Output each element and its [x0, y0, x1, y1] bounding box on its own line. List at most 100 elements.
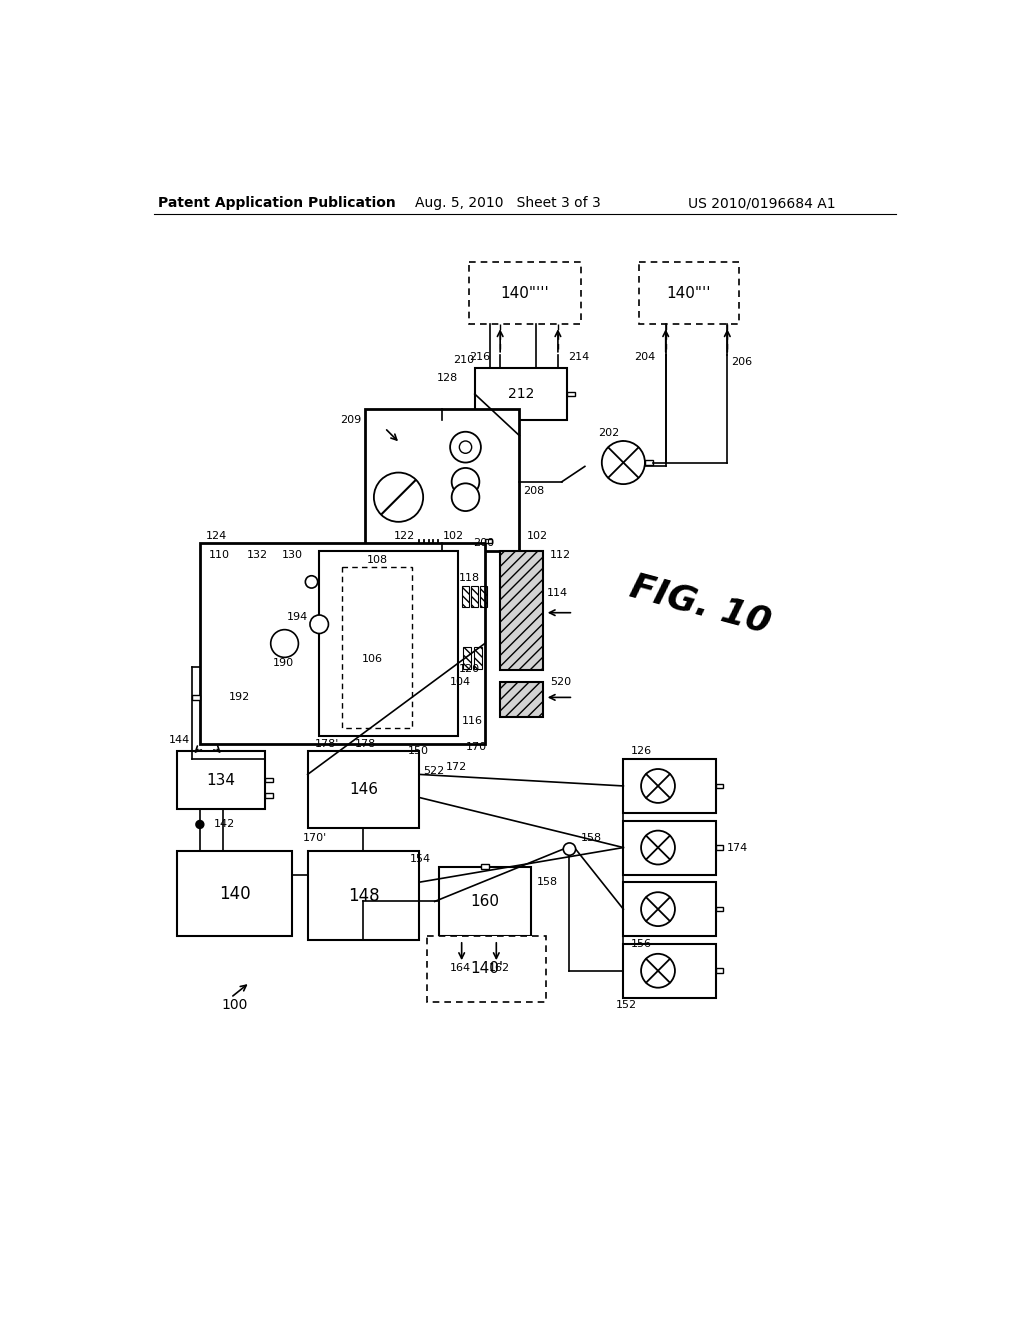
- Bar: [624, 882, 716, 936]
- Text: 200: 200: [473, 539, 495, 548]
- Circle shape: [563, 843, 575, 855]
- Circle shape: [305, 576, 317, 589]
- Text: 194: 194: [287, 611, 307, 622]
- Text: 522: 522: [423, 766, 444, 776]
- Text: 102: 102: [442, 531, 464, 541]
- Bar: [481, 865, 488, 869]
- Circle shape: [641, 770, 675, 803]
- Text: 120: 120: [459, 664, 480, 675]
- Bar: [427, 936, 547, 1002]
- Text: 212: 212: [508, 387, 535, 401]
- Text: 148: 148: [348, 887, 379, 904]
- Bar: [645, 461, 652, 465]
- Circle shape: [641, 954, 675, 987]
- Text: 209: 209: [340, 416, 361, 425]
- Text: Patent Application Publication: Patent Application Publication: [158, 197, 395, 210]
- Bar: [265, 793, 273, 797]
- Text: 206: 206: [731, 358, 753, 367]
- Text: 150: 150: [408, 746, 429, 756]
- Bar: [624, 821, 716, 874]
- Bar: [265, 777, 273, 783]
- Text: 164: 164: [451, 964, 471, 973]
- Circle shape: [452, 469, 479, 496]
- Circle shape: [602, 441, 645, 484]
- Text: 210: 210: [454, 355, 475, 366]
- Text: 204: 204: [635, 352, 655, 362]
- Circle shape: [641, 830, 675, 865]
- Text: 140"'': 140"'': [667, 285, 711, 301]
- Text: 100: 100: [221, 998, 248, 1012]
- Text: 140: 140: [219, 884, 250, 903]
- Bar: [567, 392, 574, 396]
- Text: 192: 192: [228, 693, 250, 702]
- Text: 214: 214: [568, 352, 589, 362]
- Bar: [475, 368, 567, 420]
- Bar: [624, 759, 716, 813]
- Circle shape: [460, 441, 472, 453]
- Bar: [193, 696, 200, 700]
- Bar: [474, 647, 481, 669]
- Bar: [480, 586, 487, 607]
- Bar: [307, 851, 419, 940]
- Text: 132: 132: [247, 550, 268, 560]
- Bar: [716, 969, 724, 973]
- Text: 108: 108: [367, 556, 387, 565]
- Text: 154: 154: [410, 854, 431, 865]
- Text: 158: 158: [581, 833, 602, 842]
- Bar: [438, 867, 531, 936]
- Text: 106: 106: [361, 653, 383, 664]
- Bar: [471, 586, 478, 607]
- Text: 140': 140': [470, 961, 503, 977]
- Text: 178: 178: [354, 739, 376, 748]
- Bar: [624, 944, 716, 998]
- Bar: [484, 539, 493, 544]
- Bar: [319, 552, 458, 737]
- Text: 178': 178': [314, 739, 339, 748]
- Bar: [342, 566, 412, 729]
- Text: 118: 118: [459, 573, 480, 583]
- Text: 140"''': 140"''': [501, 285, 550, 301]
- Text: 520: 520: [550, 677, 571, 686]
- Circle shape: [270, 630, 298, 657]
- Circle shape: [451, 432, 481, 462]
- Bar: [463, 647, 471, 669]
- Text: 146: 146: [349, 783, 378, 797]
- Text: 174: 174: [727, 842, 749, 853]
- Text: 170: 170: [466, 742, 486, 752]
- Text: 130: 130: [282, 550, 303, 560]
- Text: 172: 172: [446, 762, 468, 772]
- Text: 112: 112: [550, 550, 571, 560]
- Bar: [462, 586, 469, 607]
- Text: 102: 102: [527, 531, 548, 541]
- Text: Aug. 5, 2010   Sheet 3 of 3: Aug. 5, 2010 Sheet 3 of 3: [415, 197, 601, 210]
- Text: 158: 158: [538, 878, 558, 887]
- Circle shape: [310, 615, 329, 634]
- Text: 190: 190: [273, 657, 294, 668]
- Text: 144: 144: [169, 735, 190, 744]
- Text: 160: 160: [470, 894, 500, 909]
- Circle shape: [196, 821, 204, 829]
- Text: 116: 116: [462, 715, 482, 726]
- Text: 110: 110: [209, 550, 229, 560]
- Text: 142: 142: [213, 820, 234, 829]
- Bar: [716, 907, 724, 911]
- Text: 170': 170': [303, 833, 328, 842]
- Text: 128: 128: [436, 372, 458, 383]
- Text: 124: 124: [206, 531, 227, 541]
- Text: FIG. 10: FIG. 10: [627, 570, 774, 640]
- Circle shape: [641, 892, 675, 927]
- Text: 122: 122: [394, 531, 416, 541]
- Text: 152: 152: [615, 1001, 637, 1010]
- Bar: [500, 552, 543, 671]
- Text: 216: 216: [469, 352, 490, 362]
- Bar: [500, 682, 543, 717]
- Text: 104: 104: [451, 677, 471, 686]
- Bar: [469, 263, 581, 323]
- Text: 202: 202: [598, 428, 620, 438]
- Text: 134: 134: [207, 772, 236, 788]
- Bar: [366, 409, 519, 552]
- Text: 156: 156: [631, 939, 652, 949]
- Bar: [716, 784, 724, 788]
- Text: US 2010/0196684 A1: US 2010/0196684 A1: [688, 197, 836, 210]
- Circle shape: [452, 483, 479, 511]
